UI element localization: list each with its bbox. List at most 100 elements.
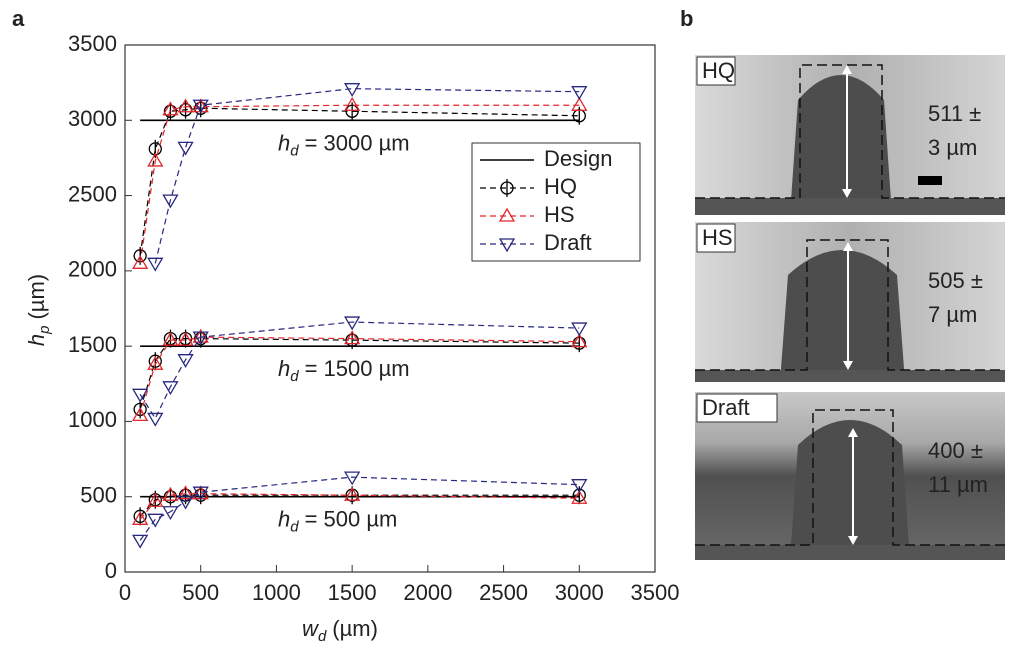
marker bbox=[132, 255, 149, 269]
image-label-box bbox=[696, 56, 736, 86]
y-axis-label: hp (µm) bbox=[24, 274, 53, 346]
marker-shape bbox=[192, 328, 209, 343]
marker bbox=[177, 331, 194, 346]
variable: h bbox=[24, 334, 49, 346]
marker-shape bbox=[571, 322, 588, 337]
marker bbox=[147, 257, 164, 272]
marker bbox=[498, 238, 516, 253]
marker bbox=[571, 489, 588, 504]
marker-shape bbox=[344, 316, 361, 331]
subscript: d bbox=[318, 628, 327, 645]
y-tick-label: 2000 bbox=[68, 257, 117, 282]
marker-shape bbox=[192, 486, 209, 501]
image-label-box bbox=[696, 393, 778, 423]
legend-label: HS bbox=[544, 202, 575, 227]
marker-shape bbox=[177, 495, 194, 510]
marker-shape bbox=[147, 492, 164, 507]
marker-shape bbox=[132, 388, 149, 403]
y-tick-label: 3000 bbox=[68, 106, 117, 131]
subscript: d bbox=[290, 142, 299, 159]
marker-shape bbox=[177, 98, 194, 113]
marker-shape bbox=[571, 489, 588, 504]
y-tick-label: 1000 bbox=[68, 407, 117, 432]
marker-shape bbox=[344, 471, 361, 486]
label-text: = 500 µm bbox=[305, 507, 398, 532]
marker-shape bbox=[192, 331, 209, 346]
marker bbox=[177, 98, 194, 113]
marker-shape bbox=[344, 83, 361, 97]
design-outline bbox=[695, 64, 1005, 199]
label-text: (µm) bbox=[24, 274, 49, 320]
marker bbox=[571, 96, 588, 111]
marker-shape bbox=[162, 194, 179, 209]
marker-shape bbox=[147, 412, 164, 427]
legend-label: Design bbox=[544, 146, 612, 171]
marker bbox=[148, 352, 162, 371]
marker-shape bbox=[132, 534, 149, 549]
x-tick-label: 0 bbox=[119, 580, 131, 605]
x-tick-label: 1500 bbox=[328, 580, 377, 605]
measurement: 511 ± bbox=[928, 101, 981, 126]
marker-shape bbox=[498, 207, 516, 222]
marker bbox=[345, 102, 359, 121]
y-tick-label: 1500 bbox=[68, 332, 117, 357]
feature bbox=[790, 420, 910, 560]
measurement: 400 ± bbox=[928, 438, 983, 463]
measurement: 505 ± bbox=[928, 268, 983, 293]
image-label: HS bbox=[702, 225, 733, 250]
marker bbox=[178, 100, 193, 119]
marker-shape bbox=[162, 331, 179, 346]
marker bbox=[571, 479, 588, 493]
marker-shape bbox=[344, 486, 361, 501]
marker bbox=[500, 179, 514, 197]
substrate bbox=[695, 370, 1005, 382]
y-tick-label: 3500 bbox=[68, 31, 117, 56]
y-tick-label: 0 bbox=[105, 558, 117, 583]
marker-shape bbox=[571, 86, 588, 100]
marker bbox=[194, 99, 208, 118]
substrate bbox=[695, 545, 1005, 560]
marker-shape bbox=[162, 486, 179, 501]
label-text: = 1500 µm bbox=[305, 356, 410, 381]
marker-shape bbox=[147, 152, 164, 167]
marker-shape bbox=[344, 330, 361, 345]
x-axis-label: wd (µm) bbox=[302, 616, 378, 645]
annotation: hd = 1500 µm bbox=[278, 356, 410, 385]
marker bbox=[147, 513, 164, 528]
variable: h bbox=[278, 507, 290, 532]
marker bbox=[498, 207, 516, 222]
series-line bbox=[139, 476, 580, 541]
marker bbox=[344, 486, 361, 501]
x-tick-label: 2000 bbox=[403, 580, 452, 605]
scale-bar bbox=[918, 176, 942, 185]
marker-shape bbox=[177, 331, 194, 346]
plot-frame bbox=[124, 44, 656, 573]
marker bbox=[344, 471, 361, 486]
x-tick-label: 3500 bbox=[631, 580, 680, 605]
marker-shape bbox=[177, 141, 194, 156]
marker-shape bbox=[147, 513, 164, 528]
marker-shape bbox=[162, 506, 179, 521]
label-text: = 3000 µm bbox=[305, 130, 410, 155]
y-tick-label: 2500 bbox=[68, 181, 117, 206]
marker bbox=[162, 506, 179, 521]
marker bbox=[177, 354, 194, 368]
x-tick-label: 500 bbox=[182, 580, 219, 605]
measurement: 3 µm bbox=[928, 135, 977, 160]
marker-shape bbox=[132, 511, 149, 525]
marker-shape bbox=[192, 99, 209, 114]
panel-label: b bbox=[680, 6, 693, 31]
image-label-box bbox=[696, 223, 736, 253]
panel-label: a bbox=[12, 6, 25, 31]
marker bbox=[132, 534, 149, 549]
marker-shape bbox=[498, 238, 516, 253]
marker bbox=[344, 83, 361, 97]
measurement: 11 µm bbox=[928, 472, 988, 497]
marker bbox=[192, 331, 209, 346]
marker bbox=[147, 152, 164, 167]
marker bbox=[571, 333, 588, 348]
marker bbox=[344, 330, 361, 345]
marker-shape bbox=[162, 101, 179, 116]
x-tick-label: 3000 bbox=[555, 580, 604, 605]
annotation: hd = 3000 µm bbox=[278, 130, 410, 159]
